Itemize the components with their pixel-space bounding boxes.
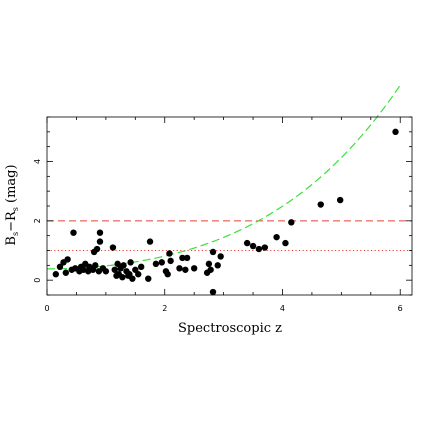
data-point: [92, 262, 99, 269]
data-point: [102, 268, 110, 275]
data-point: [96, 238, 104, 245]
y-axis-title: Bs−Rs (mag): [4, 164, 20, 245]
y-tick-label: 2: [33, 218, 42, 223]
data-point: [56, 263, 64, 271]
reference-lines: [47, 220, 412, 251]
data-point: [255, 245, 263, 253]
data-point: [205, 260, 213, 268]
x-tick-label: 4: [280, 304, 285, 313]
data-point: [158, 259, 165, 266]
model-curve: [47, 84, 401, 270]
data-point: [182, 266, 189, 273]
data-point: [317, 201, 324, 208]
data-point: [111, 266, 118, 273]
data-point: [209, 248, 217, 256]
data-point: [127, 259, 134, 266]
data-point: [183, 254, 191, 262]
data-point: [146, 238, 154, 245]
data-point: [217, 253, 224, 260]
data-point: [288, 219, 295, 226]
data-point: [70, 229, 77, 236]
data-point: [176, 265, 183, 272]
axes: [46, 116, 413, 296]
data-point: [93, 245, 101, 253]
x-tick-label: 0: [44, 304, 49, 313]
data-point: [190, 265, 198, 272]
data-point: [109, 244, 117, 251]
data-point: [64, 256, 71, 263]
data-point: [207, 266, 214, 273]
x-tick-label: 2: [162, 304, 167, 313]
data-point: [273, 233, 280, 241]
data-point: [52, 271, 60, 278]
y-tick-label: 0: [33, 278, 42, 283]
data-point: [164, 271, 171, 278]
data-point: [166, 250, 173, 257]
data-point: [261, 244, 269, 251]
data-point: [167, 257, 174, 265]
data-point: [209, 288, 217, 296]
data-point: [152, 260, 160, 268]
x-axis-title: Spectroscopic z: [178, 321, 282, 336]
data-point: [135, 271, 142, 278]
data-point: [243, 239, 251, 247]
data-points: [52, 128, 399, 296]
x-tick-labels: 0 2 4 6: [44, 304, 402, 313]
x-tick-label: 6: [398, 304, 403, 313]
data-point: [96, 229, 104, 236]
y-tick-label: 4: [33, 159, 42, 164]
data-point: [214, 262, 221, 269]
data-point: [249, 242, 257, 250]
data-point: [145, 275, 152, 282]
data-point: [137, 263, 145, 271]
data-point: [62, 269, 70, 276]
data-point: [119, 274, 126, 281]
data-point: [336, 196, 344, 204]
data-point: [282, 239, 289, 247]
data-point: [179, 254, 186, 262]
data-point: [129, 275, 136, 282]
model-curve-layer: [47, 84, 401, 270]
data-point: [392, 128, 399, 136]
data-point: [120, 262, 127, 269]
y-tick-labels: 0 2 4: [33, 159, 42, 283]
